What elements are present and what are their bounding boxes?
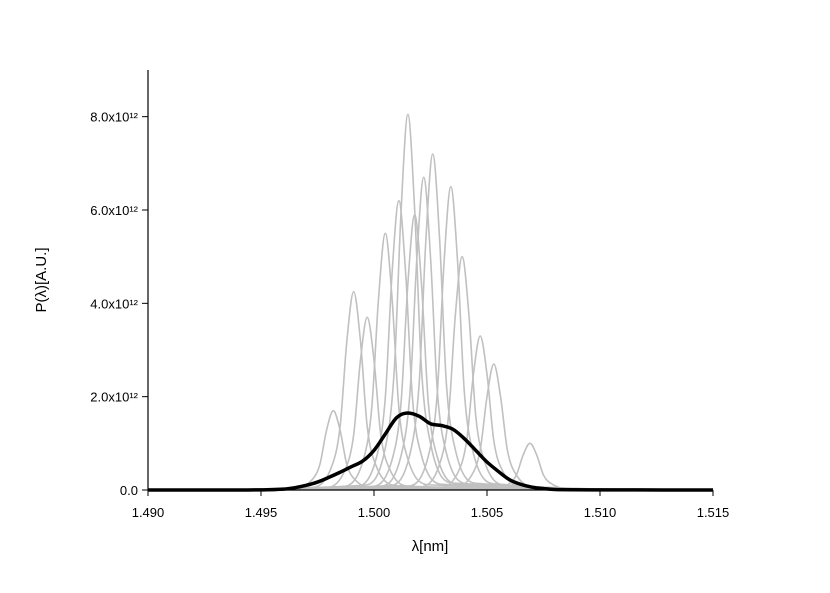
x-axis-label: λ[nm]	[412, 538, 449, 555]
spectrum-line	[147, 255, 714, 491]
y-axis-label: P(λ)[A.U.]	[33, 247, 50, 312]
x-tick-label: 1.495	[245, 505, 278, 520]
x-tick-label: 1.490	[132, 505, 165, 520]
spectrum-line	[147, 335, 714, 491]
y-tick-label: 0.0	[120, 483, 138, 498]
spectrum-line	[147, 176, 714, 491]
x-tick-label: 1.510	[584, 505, 617, 520]
spectrum-line	[147, 185, 714, 491]
spectrum-line	[147, 232, 714, 491]
spectrum-line	[147, 113, 714, 491]
y-tick-label: 2.0x10¹²	[90, 390, 138, 405]
spectrum-line	[147, 153, 714, 491]
y-tick-label: 6.0x10¹²	[90, 203, 138, 218]
spectrum-line	[147, 290, 714, 491]
y-tick-label: 4.0x10¹²	[90, 296, 138, 311]
x-tick-label: 1.500	[358, 505, 391, 520]
spectrum-line	[147, 213, 714, 491]
spectrum-line	[147, 316, 714, 491]
x-tick-label: 1.515	[697, 505, 730, 520]
x-tick-label: 1.505	[471, 505, 504, 520]
y-tick-label: 8.0x10¹²	[90, 110, 138, 125]
spectrum-line	[148, 411, 714, 492]
